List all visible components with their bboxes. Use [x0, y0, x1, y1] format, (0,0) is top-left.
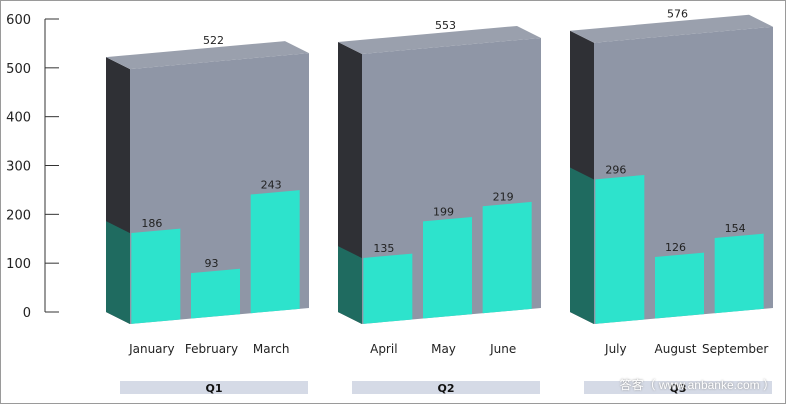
- y-tick-label: 400: [6, 111, 31, 126]
- bar-side-face: [338, 246, 362, 324]
- bar-value-label: 135: [373, 242, 394, 255]
- category-label: September: [702, 342, 768, 356]
- category-label: March: [253, 342, 290, 356]
- bar-value-label: 186: [141, 217, 162, 230]
- bar-value-label: 126: [665, 241, 686, 254]
- bar-august: [655, 252, 704, 319]
- quarter-group-q2: 553 135 April 199 May 219 June Q2: [338, 19, 541, 395]
- bar-february: [191, 268, 240, 319]
- group-top-face: [570, 14, 773, 43]
- group-total-label: 576: [667, 8, 688, 21]
- quarter-band: [352, 381, 540, 394]
- bar-value-label: 296: [605, 163, 626, 176]
- quarter-band: [120, 381, 308, 394]
- y-tick-label: 600: [6, 13, 31, 28]
- watermark: 答客（ www.anbanke.com ）: [619, 378, 775, 392]
- quarter-group-q1: 522 186 January 93 February 243 March Q1: [106, 34, 309, 395]
- bar-value-label: 93: [205, 257, 219, 270]
- group-top-face: [106, 41, 309, 70]
- quarter-label: Q3: [669, 382, 686, 395]
- bar-value-label: 154: [725, 222, 746, 235]
- y-tick-label: 200: [6, 208, 31, 223]
- group-total-label: 553: [435, 19, 456, 32]
- quarter-label: Q1: [205, 382, 222, 395]
- bar-january: [131, 228, 181, 324]
- y-tick-label: 300: [6, 160, 31, 175]
- group-total-label: 522: [203, 34, 224, 47]
- bar-april: [363, 253, 413, 324]
- quarter-label: Q2: [437, 382, 454, 395]
- y-tick-label: 0: [23, 306, 31, 321]
- y-tick-label: 500: [6, 62, 31, 77]
- bar-july: [595, 174, 645, 324]
- y-tick-label: 100: [6, 257, 31, 272]
- category-label: May: [431, 342, 456, 356]
- bar-june: [482, 201, 532, 314]
- bar-september: [714, 233, 764, 314]
- bar-value-label: 199: [433, 205, 454, 218]
- bar-march: [250, 190, 300, 314]
- bar-side-face: [106, 221, 130, 324]
- bar-side-face: [570, 167, 594, 324]
- bar-may: [423, 216, 472, 319]
- bar-value-label: 219: [493, 190, 514, 203]
- quarter-band: [584, 381, 772, 394]
- category-label: June: [489, 342, 516, 356]
- category-label: January: [128, 342, 175, 356]
- category-label: April: [370, 342, 397, 356]
- quarter-group-q3: 576 296 July 126 August 154 September Q3: [570, 8, 773, 395]
- bar-value-label: 243: [261, 179, 282, 192]
- category-label: July: [604, 342, 627, 356]
- category-label: February: [185, 342, 238, 356]
- group-top-face: [338, 25, 541, 54]
- category-label: August: [655, 342, 697, 356]
